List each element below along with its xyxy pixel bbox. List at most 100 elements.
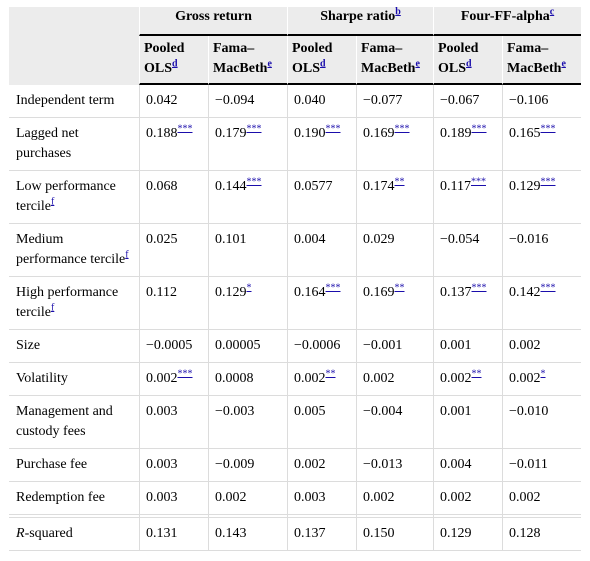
footnote-link[interactable]: e bbox=[415, 58, 420, 70]
footnote-link[interactable]: d bbox=[466, 58, 472, 70]
rsquared-cell: 0.143 bbox=[208, 518, 287, 551]
significance-footnote-link[interactable]: *** bbox=[177, 123, 193, 135]
significance-footnote-link[interactable]: *** bbox=[325, 282, 341, 294]
significance-footnote-link[interactable]: *** bbox=[246, 176, 262, 188]
table-row: High performance tercilef 0.112 0.129* 0.16… bbox=[9, 277, 581, 330]
rsquared-cell: 0.150 bbox=[356, 518, 433, 551]
coefficient-cell: 0.189*** bbox=[433, 118, 502, 171]
significance-footnote-link[interactable]: *** bbox=[540, 282, 556, 294]
coefficient-cell: 0.0008 bbox=[208, 363, 287, 396]
coefficient-cell: −0.077 bbox=[356, 85, 433, 118]
coefficient-cell: 0.002 bbox=[502, 482, 581, 515]
table-row: Management and custody fees 0.003 −0.003 0.… bbox=[9, 396, 581, 449]
coefficient-cell: 0.169*** bbox=[356, 118, 433, 171]
coefficient-cell: 0.002* bbox=[502, 363, 581, 396]
significance-footnote-link[interactable]: ** bbox=[471, 368, 482, 380]
coefficient-cell: 0.003 bbox=[139, 482, 208, 515]
row-label: High performance tercilef bbox=[9, 277, 139, 330]
coefficient-cell: 0.129* bbox=[208, 277, 287, 330]
footnote-link[interactable]: d bbox=[320, 58, 326, 70]
table-row: Purchase fee 0.003 −0.009 0.002 −0.013 0.004−… bbox=[9, 449, 581, 482]
coefficient-cell: 0.144*** bbox=[208, 171, 287, 224]
spacer-cell bbox=[502, 515, 581, 518]
significance-footnote-link[interactable]: * bbox=[246, 282, 252, 294]
row-label: Volatility bbox=[9, 363, 139, 396]
footnote-link[interactable]: e bbox=[267, 58, 272, 70]
significance-footnote-link[interactable]: ** bbox=[394, 282, 405, 294]
group-header-sharpe-ratio: Sharpe ratiob bbox=[287, 7, 433, 36]
coefficient-cell: −0.106 bbox=[502, 85, 581, 118]
coefficient-cell: 0.002 bbox=[356, 363, 433, 396]
significance-footnote-link[interactable]: *** bbox=[540, 123, 556, 135]
rsquared-cell: 0.137 bbox=[287, 518, 356, 551]
footnote-link[interactable]: d bbox=[172, 58, 178, 70]
coefficient-cell: 0.005 bbox=[287, 396, 356, 449]
coefficient-cell: 0.003 bbox=[139, 396, 208, 449]
significance-footnote-link[interactable]: ** bbox=[325, 368, 336, 380]
row-label: Purchase fee bbox=[9, 449, 139, 482]
coefficient-cell: 0.002 bbox=[433, 482, 502, 515]
coefficient-cell: 0.002** bbox=[433, 363, 502, 396]
coefficient-cell: 0.002 bbox=[208, 482, 287, 515]
coefficient-cell: −0.004 bbox=[356, 396, 433, 449]
coefficient-cell: 0.165*** bbox=[502, 118, 581, 171]
footnote-link[interactable]: b bbox=[395, 6, 401, 18]
significance-footnote-link[interactable]: *** bbox=[471, 282, 487, 294]
coefficient-cell: 0.190*** bbox=[287, 118, 356, 171]
rsquared-cell: 0.129 bbox=[433, 518, 502, 551]
row-label: Low performance tercilef bbox=[9, 171, 139, 224]
significance-footnote-link[interactable]: *** bbox=[246, 123, 262, 135]
coefficient-cell: 0.137*** bbox=[433, 277, 502, 330]
coefficient-cell: −0.009 bbox=[208, 449, 287, 482]
subcolumn-header: Pooled OLSd bbox=[287, 36, 356, 85]
significance-footnote-link[interactable]: *** bbox=[471, 123, 487, 135]
footnote-link[interactable]: f bbox=[50, 302, 55, 314]
row-label: Size bbox=[9, 330, 139, 363]
table-row: Redemption fee 0.003 0.002 0.003 0.002 0.002 0… bbox=[9, 482, 581, 515]
coefficient-cell: 0.0577 bbox=[287, 171, 356, 224]
regression-table: Gross return Sharpe ratiob Four-FF-alpha… bbox=[9, 7, 581, 551]
coefficient-cell: 0.117*** bbox=[433, 171, 502, 224]
coefficient-cell: −0.016 bbox=[502, 224, 581, 277]
footnote-link[interactable]: e bbox=[561, 58, 566, 70]
rsquared-row: R-squared 0.131 0.143 0.137 0.150 0.129 0.128 bbox=[9, 518, 581, 551]
footnote-link[interactable]: f bbox=[50, 196, 55, 208]
coefficient-cell: 0.129*** bbox=[502, 171, 581, 224]
spacer-cell bbox=[433, 515, 502, 518]
row-label: Independent term bbox=[9, 85, 139, 118]
coefficient-cell: −0.010 bbox=[502, 396, 581, 449]
significance-footnote-link[interactable]: ** bbox=[394, 176, 405, 188]
spacer-cell bbox=[287, 515, 356, 518]
coefficient-cell: 0.002** bbox=[287, 363, 356, 396]
corner-cell bbox=[9, 7, 139, 85]
significance-footnote-link[interactable]: * bbox=[540, 368, 546, 380]
coefficient-cell: −0.011 bbox=[502, 449, 581, 482]
significance-footnote-link[interactable]: *** bbox=[177, 368, 193, 380]
group-header-gross-return: Gross return bbox=[139, 7, 287, 36]
coefficient-cell: 0.001 bbox=[433, 396, 502, 449]
coefficient-cell: 0.003 bbox=[287, 482, 356, 515]
coefficient-cell: −0.0006 bbox=[287, 330, 356, 363]
coefficient-cell: 0.040 bbox=[287, 85, 356, 118]
subcolumn-header: Pooled OLSd bbox=[139, 36, 208, 85]
coefficient-cell: 0.068 bbox=[139, 171, 208, 224]
table-row: Low performance tercilef 0.068 0.144*** 0.0… bbox=[9, 171, 581, 224]
coefficient-cell: −0.003 bbox=[208, 396, 287, 449]
footnote-link[interactable]: f bbox=[125, 249, 129, 261]
footnote-link[interactable]: c bbox=[549, 6, 555, 18]
coefficient-cell: 0.002 bbox=[502, 330, 581, 363]
coefficient-cell: 0.001 bbox=[433, 330, 502, 363]
spacer-cell bbox=[356, 515, 433, 518]
subcolumn-header: Fama– MacBethe bbox=[502, 36, 581, 85]
significance-footnote-link[interactable]: *** bbox=[325, 123, 341, 135]
coefficient-cell: −0.054 bbox=[433, 224, 502, 277]
coefficient-cell: 0.025 bbox=[139, 224, 208, 277]
group-header-four-ff-alpha: Four-FF-alphac bbox=[433, 7, 581, 36]
coefficient-cell: 0.002 bbox=[356, 482, 433, 515]
coefficient-cell: 0.042 bbox=[139, 85, 208, 118]
spacer-cell bbox=[9, 515, 139, 518]
coefficient-cell: −0.0005 bbox=[139, 330, 208, 363]
significance-footnote-link[interactable]: *** bbox=[394, 123, 410, 135]
significance-footnote-link[interactable]: *** bbox=[540, 176, 556, 188]
significance-footnote-link[interactable]: *** bbox=[470, 176, 486, 188]
